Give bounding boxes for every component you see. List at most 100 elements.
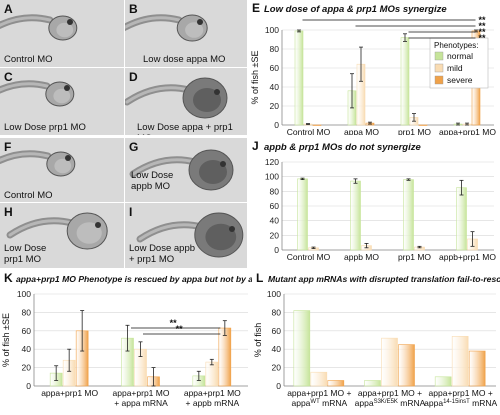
x-tick-label: prp1 MO bbox=[398, 252, 431, 262]
bar-severe bbox=[468, 350, 486, 387]
x-tick-label: appa+prp1 MO + bbox=[287, 388, 351, 398]
y-tick-label: 40 bbox=[270, 82, 280, 92]
x-tick-label: appb+prp1 MO bbox=[439, 252, 496, 262]
embryo-image bbox=[0, 80, 75, 107]
legend-swatch bbox=[434, 63, 444, 73]
y-tick-label: 0 bbox=[274, 120, 279, 130]
x-tick-label: appa14-15insT mRNA bbox=[424, 398, 497, 408]
embryo-image bbox=[0, 150, 76, 177]
significance-mark: ** bbox=[479, 15, 487, 25]
panel-label: E bbox=[252, 1, 260, 15]
panel-label: L bbox=[256, 271, 263, 285]
y-tick-label: 20 bbox=[22, 363, 32, 373]
y-axis-label: % of fish ±SE bbox=[1, 313, 11, 367]
y-tick-label: 60 bbox=[272, 326, 282, 336]
panel-caption: Low Dose appb + prp1 MO bbox=[129, 243, 196, 265]
significance-mark: ** bbox=[176, 324, 184, 334]
y-tick-label: 100 bbox=[265, 172, 279, 182]
embryo-image bbox=[0, 14, 78, 41]
embryo-photo-b: B Low dose appa MO bbox=[125, 0, 247, 67]
panel-caption: Low Dose appa + prp1 MO bbox=[137, 122, 233, 135]
panel-label: J bbox=[252, 139, 259, 153]
x-tick-label: + appb mRNA bbox=[186, 398, 240, 408]
bar-severe bbox=[327, 380, 345, 387]
legend-title: Phenotypes: bbox=[434, 41, 478, 50]
bar-mild bbox=[381, 337, 398, 387]
embryo-image bbox=[136, 212, 244, 258]
y-tick-label: 100 bbox=[267, 289, 281, 299]
y-tick-label: 20 bbox=[272, 363, 282, 373]
bar-severe bbox=[398, 344, 415, 387]
bar-normal bbox=[456, 187, 467, 251]
bar-mild bbox=[205, 361, 219, 387]
embryo-photo-c: C Low Dose prp1 MO bbox=[0, 68, 124, 135]
panel-label: D bbox=[129, 70, 138, 84]
bar-severe bbox=[312, 124, 322, 126]
y-tick-label: 0 bbox=[26, 381, 31, 391]
bar-mild bbox=[310, 371, 328, 387]
significance-mark: ** bbox=[479, 21, 487, 31]
x-tick-label: appa+prp1 MO bbox=[439, 127, 496, 135]
panel-caption: Control MO bbox=[4, 190, 53, 201]
chart-title: Low dose of appa & prp1 MOs synergize bbox=[264, 4, 447, 15]
embryo-image bbox=[125, 14, 208, 42]
x-tick-label: appaS3K/E5K mRNA bbox=[355, 398, 426, 408]
x-tick-label: prp1 MO bbox=[398, 127, 431, 135]
panel-caption: Control MO bbox=[4, 54, 53, 65]
chart-l: L Mutant app mRNAs with disrupted transla… bbox=[253, 271, 500, 408]
legend-label: normal bbox=[447, 51, 473, 61]
panel-label: K bbox=[4, 271, 13, 285]
chart-title: appb & prp1 MOs do not synergize bbox=[264, 142, 421, 153]
bar-mild bbox=[451, 336, 469, 387]
embryo-photo-f: F Control MO bbox=[0, 138, 124, 202]
y-tick-label: 20 bbox=[270, 101, 280, 111]
legend-label: severe bbox=[447, 75, 473, 85]
x-tick-label: appa+prp1 MO + bbox=[358, 388, 422, 398]
panel-label: G bbox=[129, 140, 139, 154]
significance-mark: ** bbox=[479, 27, 487, 37]
y-tick-label: 120 bbox=[265, 157, 279, 167]
chart-title: appa+prp1 MO Phenotype is rescued by app… bbox=[16, 274, 252, 284]
panel-label: H bbox=[4, 205, 13, 219]
y-axis-label: % of fish bbox=[253, 323, 263, 358]
y-tick-label: 40 bbox=[270, 216, 280, 226]
y-tick-label: 40 bbox=[22, 344, 32, 354]
x-tick-label: + appa mRNA bbox=[114, 398, 168, 408]
x-tick-label: Control MO bbox=[287, 127, 331, 135]
bar-normal bbox=[364, 380, 381, 387]
panel-label: I bbox=[129, 205, 133, 219]
x-tick-label: appa+prp1 MO bbox=[184, 388, 241, 398]
bar-normal bbox=[297, 178, 308, 251]
panel-label: B bbox=[129, 2, 138, 16]
legend-label: mild bbox=[447, 63, 463, 73]
y-tick-label: 100 bbox=[17, 289, 31, 299]
y-tick-label: 20 bbox=[270, 230, 280, 240]
bar-severe bbox=[418, 124, 428, 126]
embryo-image bbox=[125, 77, 228, 119]
y-tick-label: 40 bbox=[272, 344, 282, 354]
panel-caption: Low Dose prp1 MO bbox=[4, 122, 86, 133]
y-tick-label: 80 bbox=[22, 307, 32, 317]
bar-normal bbox=[400, 37, 410, 126]
embryo-photo-i: I Low Dose appb + prp1 MO bbox=[125, 203, 247, 268]
significance-mark: ** bbox=[479, 33, 487, 43]
chart-title: Mutant app mRNAs with disrupted translat… bbox=[268, 274, 500, 284]
panel-caption: Low Dose prp1 MO bbox=[4, 243, 47, 265]
y-tick-label: 0 bbox=[274, 245, 279, 255]
y-axis-label: % of fish ±SE bbox=[250, 51, 260, 105]
x-tick-label: appaWT mRNA bbox=[292, 398, 348, 408]
panel-label: C bbox=[4, 70, 13, 84]
y-tick-label: 60 bbox=[270, 201, 280, 211]
x-tick-label: appa MO bbox=[344, 127, 379, 135]
bar-normal bbox=[293, 310, 311, 387]
legend-swatch bbox=[434, 51, 444, 61]
bar-normal bbox=[434, 376, 452, 387]
embryo-photo-h: H Low Dose prp1 MO bbox=[0, 203, 124, 268]
y-tick-label: 80 bbox=[270, 44, 280, 54]
embryo-image bbox=[129, 149, 234, 191]
y-tick-label: 60 bbox=[270, 63, 280, 73]
chart-e: E Low dose of appa & prp1 MOs synergize % … bbox=[250, 1, 496, 135]
legend: Phenotypes:normal mild severe bbox=[429, 37, 489, 89]
y-tick-label: 0 bbox=[276, 381, 281, 391]
